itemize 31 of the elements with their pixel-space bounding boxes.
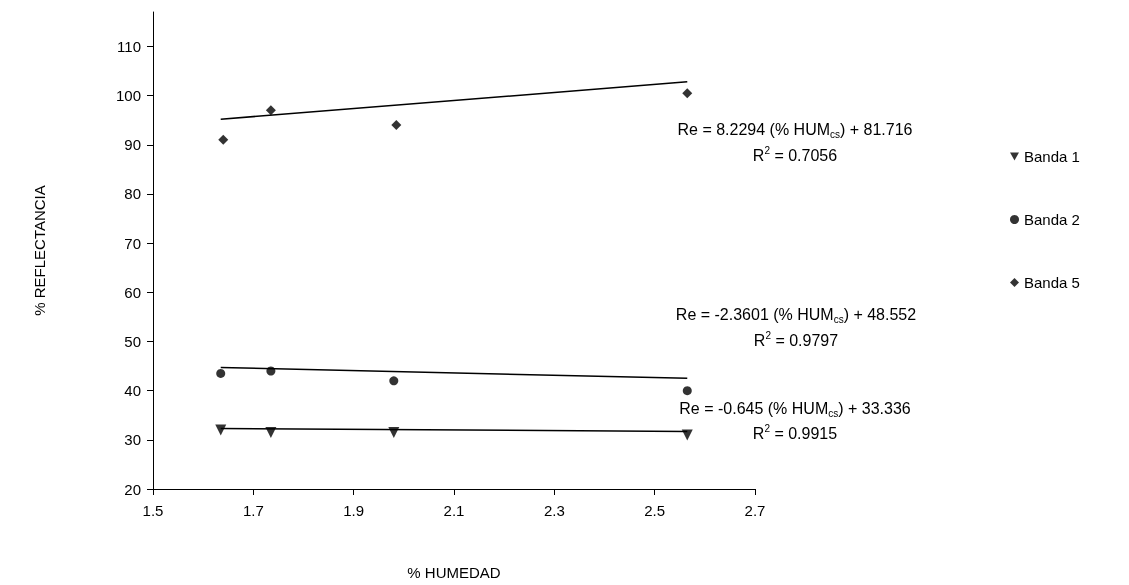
point	[216, 368, 226, 378]
legend-label: Banda 1	[1024, 148, 1080, 165]
x-tick-label: 1.7	[242, 502, 264, 519]
x-tick-label: 2.5	[644, 502, 666, 519]
y-tick-label: 90	[124, 136, 141, 154]
y-tick-label: 20	[124, 480, 141, 498]
x-tick-label: 2.7	[744, 502, 766, 519]
y-tick-label: 80	[124, 185, 141, 203]
x-tick-label: 2.1	[443, 502, 465, 519]
y-tick-label: 60	[124, 283, 141, 301]
x-tick-label: 2.3	[543, 502, 565, 519]
point	[215, 424, 227, 436]
y-tick-label: 110	[117, 37, 141, 55]
y-axis-title: % REFLECTANCIA	[31, 185, 48, 316]
point	[682, 88, 693, 99]
legend-label: Banda 5	[1024, 274, 1080, 291]
y-tick-label: 50	[124, 332, 141, 350]
point	[389, 376, 399, 386]
x-axis-title: % HUMEDAD	[407, 564, 501, 581]
legend-label: Banda 2	[1024, 211, 1080, 228]
y-tick-label: 30	[124, 431, 141, 449]
y-tick-label: 40	[124, 382, 141, 400]
y-tick-label: 100	[115, 87, 141, 105]
point	[218, 134, 229, 145]
point	[265, 105, 276, 116]
x-tick-label: 1.5	[142, 502, 164, 519]
point	[682, 386, 692, 396]
y-tick-label: 70	[124, 234, 141, 252]
x-tick-label: 1.9	[343, 502, 365, 519]
point	[391, 120, 402, 131]
point	[681, 429, 693, 441]
